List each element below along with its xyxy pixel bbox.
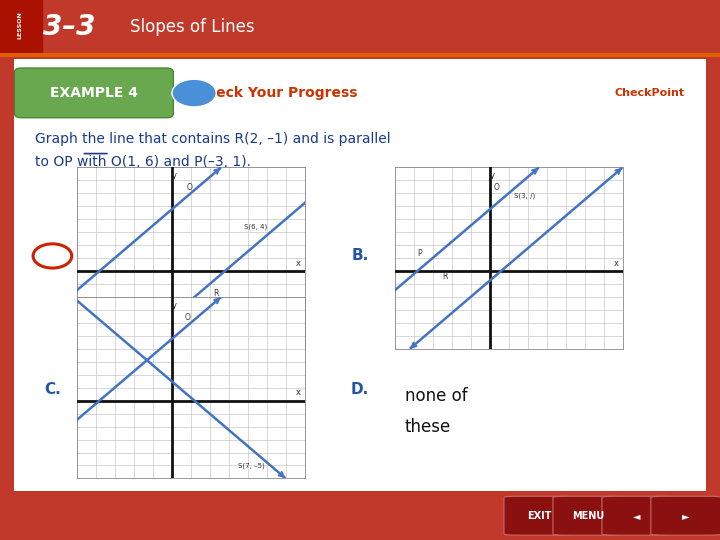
- FancyBboxPatch shape: [602, 496, 672, 535]
- Text: LESSON: LESSON: [17, 11, 22, 39]
- Circle shape: [33, 244, 72, 268]
- Text: C.: C.: [44, 382, 60, 397]
- Text: none of: none of: [405, 387, 467, 406]
- FancyBboxPatch shape: [7, 55, 713, 496]
- Text: EXIT: EXIT: [527, 511, 552, 521]
- Text: ►: ►: [683, 511, 690, 521]
- Text: Slopes of Lines: Slopes of Lines: [130, 18, 254, 36]
- Text: EXAMPLE 4: EXAMPLE 4: [50, 86, 138, 100]
- Text: these: these: [405, 417, 451, 436]
- Text: 3–3: 3–3: [43, 13, 96, 41]
- Text: B.: B.: [351, 248, 369, 264]
- Text: A.: A.: [45, 249, 60, 262]
- Text: MENU: MENU: [572, 511, 604, 521]
- FancyBboxPatch shape: [14, 68, 174, 118]
- FancyBboxPatch shape: [553, 496, 624, 535]
- FancyBboxPatch shape: [504, 496, 575, 535]
- Text: to OP with O(1, 6) and P(–3, 1).: to OP with O(1, 6) and P(–3, 1).: [35, 155, 251, 169]
- FancyBboxPatch shape: [0, 0, 43, 63]
- Bar: [0, 53, 720, 59]
- Circle shape: [172, 79, 216, 107]
- Text: ✓: ✓: [189, 88, 199, 98]
- Text: Graph the line that contains R(2, –1) and is parallel: Graph the line that contains R(2, –1) an…: [35, 132, 391, 146]
- Text: ◄: ◄: [634, 511, 641, 521]
- Text: Check Your Progress: Check Your Progress: [197, 86, 358, 100]
- Text: D.: D.: [351, 382, 369, 397]
- Text: CheckPoint: CheckPoint: [615, 88, 685, 98]
- FancyBboxPatch shape: [651, 496, 720, 535]
